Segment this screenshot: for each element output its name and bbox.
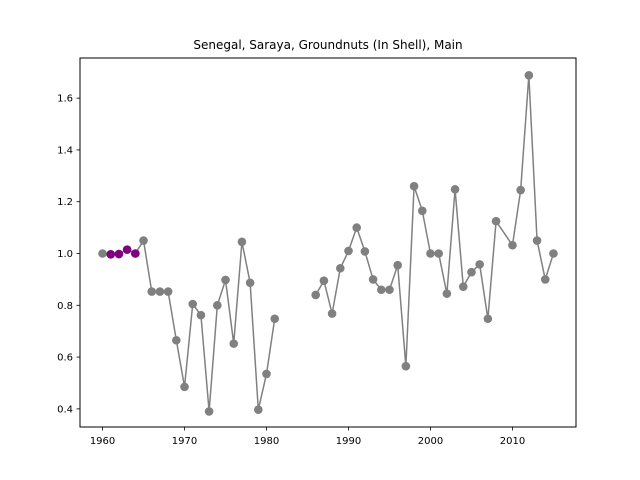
data-point [508,240,517,250]
data-point [344,246,353,256]
data-point [549,249,558,258]
x-tick-label: 1980 [254,436,279,447]
data-point [352,223,361,232]
data-point [262,369,271,379]
axes-frame [79,57,577,428]
data-point [450,184,460,194]
data-point [409,181,419,191]
data-point [196,310,206,320]
y-tick-label: 0.4 [57,404,73,415]
data-point [204,407,214,416]
data-point [417,206,427,216]
highlight-point [106,249,116,259]
axes: 1960 1970 1980 1990 2000 2010 0.4 0.6 0.8 1.0 1.2 1… [57,94,525,447]
data-point [467,267,476,277]
y-tick-label: 0.6 [57,353,73,364]
y-tick-label: 1.0 [57,249,73,260]
data-point [532,236,542,245]
data-point [180,382,189,392]
data-point [172,335,181,345]
series-line-segment [102,238,276,412]
data-point [483,314,493,324]
x-tick-label: 2000 [418,436,443,447]
data-point [311,290,321,300]
data-point [401,361,411,371]
data-point [270,314,280,324]
data-point [393,260,402,270]
highlight-point [131,249,140,258]
data-point [540,275,550,284]
data-point [475,260,484,269]
data-point [376,285,386,295]
data-point [98,249,107,258]
x-tick-label: 1970 [172,436,197,447]
data-point [213,300,222,310]
data-point [327,309,337,318]
data-point [221,275,230,285]
data-point [237,237,247,247]
data-point [491,216,501,226]
y-tick-label: 0.8 [57,301,73,312]
x-tick-label: 1990 [336,436,361,447]
data-point [139,236,148,245]
y-tick-label: 1.2 [57,197,73,208]
data-point [360,247,370,256]
data-point [229,339,239,348]
data-point [188,299,198,309]
data-point [254,405,263,414]
data-point [434,249,443,258]
data-point [245,278,255,288]
data-point [155,287,165,296]
data-point [524,71,534,80]
data-point [163,287,173,296]
y-tick-label: 1.4 [57,145,73,156]
data-point [368,275,378,284]
highlight-point [122,245,132,254]
plot-area [98,71,558,416]
x-tick-label: 1960 [90,436,115,447]
data-point [319,276,329,285]
data-point [336,263,345,273]
data-point [458,282,468,291]
x-tick-label: 2010 [500,436,525,447]
highlight-point [114,249,124,259]
data-point [385,285,394,295]
chart-title: Senegal, Saraya, Groundnuts (In Shell), … [193,38,462,52]
data-point [426,249,435,258]
data-point [147,287,157,296]
data-point [442,289,452,298]
data-point [516,185,525,195]
y-tick-label: 1.6 [57,94,73,105]
